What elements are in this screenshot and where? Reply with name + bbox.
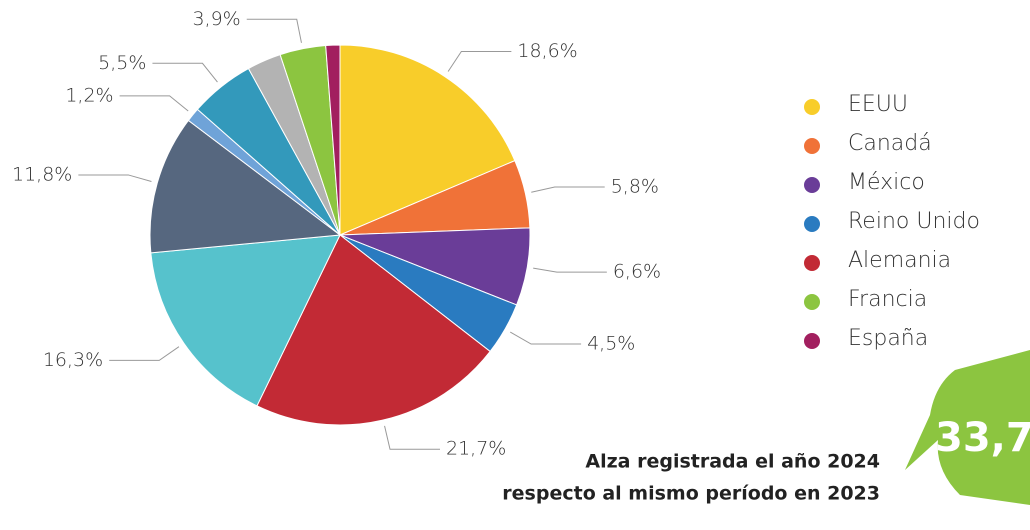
callout-value: 33,7 — [935, 415, 1030, 461]
data-label: 3,9% — [192, 8, 240, 30]
data-label: 1,2% — [65, 84, 113, 106]
data-label: 5,5% — [98, 52, 146, 74]
data-label: 16,3% — [43, 349, 103, 371]
legend-marker — [804, 99, 820, 115]
leader-line — [152, 62, 218, 83]
pie-slice — [149, 119, 342, 254]
leader-line — [246, 18, 302, 43]
legend-label: España — [848, 326, 928, 351]
callout-bubble — [905, 350, 1030, 505]
callout-text: respecto al mismo período en 2023 — [502, 483, 880, 505]
data-label: 6,6% — [613, 261, 661, 283]
data-label: 18,6% — [517, 40, 577, 62]
leader-line — [531, 186, 605, 193]
data-label: 11,8% — [12, 163, 72, 185]
legend-marker — [804, 255, 820, 271]
legend-marker — [804, 216, 820, 232]
legend-marker — [804, 138, 820, 154]
legend-label: Reino Unido — [848, 209, 980, 234]
leader-line — [78, 174, 152, 182]
legend-label: Canadá — [848, 131, 932, 156]
leader-line — [447, 51, 512, 72]
leader-line — [533, 267, 607, 273]
pie-slice — [150, 234, 341, 407]
callout-text: Alza registrada el año 2024 — [585, 451, 880, 473]
legend-label: México — [848, 170, 925, 195]
legend-label: EEUU — [848, 92, 908, 117]
leader-line — [119, 95, 189, 112]
pie-slice — [339, 44, 516, 236]
pie-slice — [325, 44, 341, 236]
leader-line — [384, 425, 441, 450]
data-label: 4,5% — [587, 333, 635, 355]
leader-line — [510, 331, 582, 345]
legend-marker — [804, 177, 820, 193]
pie-slice — [256, 234, 491, 426]
data-label: 5,8% — [611, 176, 659, 198]
data-label: 21,7% — [446, 438, 506, 460]
leader-line — [109, 346, 180, 361]
legend-label: Francia — [848, 287, 927, 312]
legend-label: Alemania — [848, 248, 951, 273]
legend-marker — [804, 294, 820, 310]
legend-marker — [804, 333, 820, 349]
